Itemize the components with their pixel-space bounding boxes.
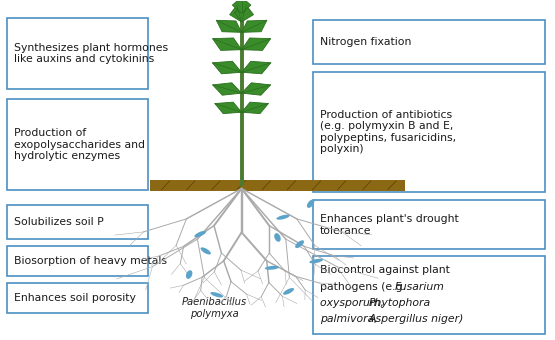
Text: Production of antibiotics
(e.g. polymyxin B and E,
polypeptins, fusaricidins,
po: Production of antibiotics (e.g. polymyxi… [320,110,456,154]
Text: Phytophora: Phytophora [369,298,431,308]
Ellipse shape [200,248,211,255]
Ellipse shape [283,288,294,295]
Polygon shape [213,38,241,50]
Text: Paenibacillus
polymyxa: Paenibacillus polymyxa [181,298,246,319]
Polygon shape [241,38,271,50]
Ellipse shape [274,233,281,242]
FancyBboxPatch shape [7,205,148,239]
Text: pathogens (e.g.: pathogens (e.g. [320,282,410,292]
Polygon shape [241,102,269,114]
FancyBboxPatch shape [314,200,546,249]
Ellipse shape [265,266,279,270]
Polygon shape [234,5,254,22]
Polygon shape [215,102,241,114]
Polygon shape [213,83,241,95]
Text: Biocontrol against plant: Biocontrol against plant [320,266,450,275]
Ellipse shape [210,292,223,298]
Polygon shape [241,83,271,95]
FancyBboxPatch shape [7,246,148,276]
Ellipse shape [194,231,206,237]
Text: Solubilizes soil P: Solubilizes soil P [13,217,103,227]
Polygon shape [233,0,251,13]
FancyBboxPatch shape [7,18,148,89]
Polygon shape [241,20,267,32]
Polygon shape [230,5,249,22]
Text: Fusarium: Fusarium [395,282,445,292]
Polygon shape [241,61,271,74]
Polygon shape [213,61,241,74]
Ellipse shape [295,240,304,248]
Text: Production of
exopolysaccharides and
hydrolytic enzymes: Production of exopolysaccharides and hyd… [13,128,144,161]
Ellipse shape [309,259,323,264]
Text: oxysporum,: oxysporum, [320,298,387,308]
FancyBboxPatch shape [314,20,546,64]
FancyBboxPatch shape [7,283,148,313]
Text: Biosorption of heavy metals: Biosorption of heavy metals [13,256,166,266]
Ellipse shape [276,215,290,220]
Ellipse shape [186,270,193,279]
Text: Nitrogen fixation: Nitrogen fixation [320,37,411,47]
FancyBboxPatch shape [314,256,546,334]
FancyBboxPatch shape [7,99,148,190]
FancyBboxPatch shape [314,72,546,192]
Text: Aspergillus niger): Aspergillus niger) [369,314,464,324]
Text: Synthesizes plant hormones
like auxins and cytokinins: Synthesizes plant hormones like auxins a… [13,43,168,65]
Ellipse shape [307,200,314,208]
Text: Enhances soil porosity: Enhances soil porosity [13,293,135,303]
Text: palmivora,: palmivora, [320,314,381,324]
FancyBboxPatch shape [150,180,405,191]
Polygon shape [216,20,241,32]
Text: Enhances plant's drought
tolerance: Enhances plant's drought tolerance [320,214,459,236]
